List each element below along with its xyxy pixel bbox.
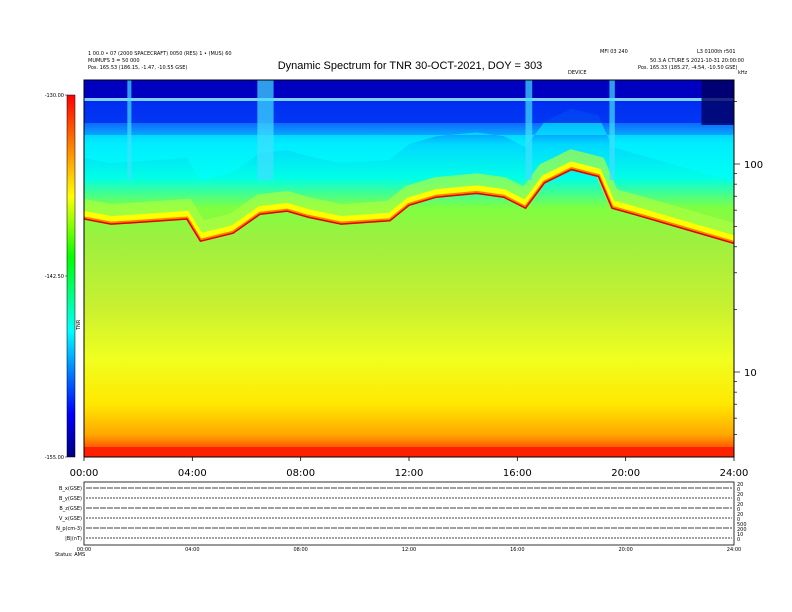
- lower-right-value: 20: [737, 502, 743, 508]
- marker-label: DEVICE: [568, 70, 587, 76]
- colorbar: [66, 94, 76, 458]
- lower-row-label: B_z(GSE): [59, 506, 82, 512]
- lower-x-tick-label: 16:00: [510, 547, 524, 553]
- lower-panel-footer: Status: AMS: [55, 552, 85, 558]
- lower-x-tick-label: 00:00: [77, 547, 91, 553]
- header-right-line4: Pos. 165.33 (185.27, -4.54, -10.50 GSE): [638, 65, 737, 71]
- y-tick-label: 100: [744, 160, 763, 171]
- header-left-line2: MUMUFS 3 = 50 000: [88, 58, 140, 64]
- header-right-line3: 50.3.A CTURE S 2021-10-31 20:00:00: [650, 58, 744, 64]
- lower-right-value: 500: [737, 522, 747, 528]
- lower-right-value: 20: [737, 492, 743, 498]
- lower-x-tick-label: 20:00: [618, 547, 632, 553]
- top-blue-strip: [84, 101, 734, 123]
- x-tick-label: 00:00: [70, 468, 99, 479]
- lower-right-value: 10: [737, 532, 743, 538]
- dark-corner: [701, 80, 734, 125]
- header-right-line2: L3 0100th r501: [697, 49, 736, 55]
- lower-x-tick-label: 08:00: [293, 547, 307, 553]
- lower-right-value: 0: [737, 507, 740, 513]
- lower-x-tick-label: 12:00: [402, 547, 416, 553]
- header-right-line1: MFI 03 240: [600, 49, 628, 55]
- burst-stripe: [257, 80, 274, 180]
- lower-x-tick-label: 04:00: [185, 547, 199, 553]
- burst-stripe: [525, 80, 533, 180]
- lower-right-value: 0: [737, 517, 740, 523]
- lower-row-label: B_x(GSE): [59, 486, 82, 492]
- spectrogram: [84, 80, 734, 457]
- top-dark-strip: [84, 80, 734, 98]
- lower-panel-rows: B_x(GSE) B_y(GSE) B_z(GSE) V_x(GSE) N_p(cm-3…: [56, 486, 732, 542]
- bottom-red-band: [84, 447, 734, 457]
- lower-right-value: 0: [737, 537, 740, 543]
- right-corner-label: kHz: [738, 70, 748, 76]
- header-left-line1: 1 00.0 • 07 (2000 SPACECRAFT) 0050 (RES)…: [88, 51, 232, 57]
- cyan-layer: [84, 108, 734, 183]
- colorbar-tick-label: -155.00: [45, 455, 64, 461]
- chart-title: Dynamic Spectrum for TNR 30-OCT-2021, DO…: [278, 60, 543, 72]
- lower-panel-x-ticks: 00:00 04:00 08:00 12:00 16:00 20:00 24:00: [77, 547, 741, 553]
- x-tick-label: 12:00: [395, 468, 424, 479]
- lower-right-value: 20: [737, 482, 743, 488]
- colorbar-tick-label: -142.50: [45, 274, 64, 280]
- colorbar-label: TNR: [76, 319, 82, 331]
- lower-row-label: N_p(cm-3): [56, 526, 82, 532]
- x-tick-label: 16:00: [503, 468, 532, 479]
- lower-right-value: 0: [737, 487, 740, 493]
- lower-row-label: B_y(GSE): [59, 496, 82, 502]
- lower-panel-frame: [83, 481, 735, 546]
- lower-right-value: 0: [737, 497, 740, 503]
- y-tick-label: 10: [744, 368, 757, 379]
- colorbar-ticks: -130.00 -142.50 -155.00: [45, 93, 67, 461]
- x-tick-label: 04:00: [178, 468, 207, 479]
- x-tick-label: 24:00: [720, 468, 749, 479]
- header-left-line3: Pos. 165.53 (186.15, -1.47, -10.55 GSE): [88, 65, 187, 71]
- spectrogram-layers: [84, 80, 734, 457]
- band-halo: [84, 149, 734, 238]
- top-bright-line: [84, 98, 734, 101]
- band-yellow: [84, 161, 734, 242]
- burst-stripe: [609, 80, 615, 180]
- burst-stripe: [127, 80, 132, 180]
- lower-row-label: V_x(GSE): [59, 516, 82, 522]
- plasma-line: [84, 168, 734, 245]
- x-tick-label: 08:00: [286, 468, 315, 479]
- lower-x-tick-label: 24:00: [727, 547, 741, 553]
- colorbar-tick-label: -130.00: [45, 93, 64, 99]
- lower-right-value: 200: [737, 527, 747, 533]
- x-axis-ticks: 00:00 04:00 08:00 12:00 16:00 20:00 24:00: [70, 457, 749, 479]
- x-tick-label: 20:00: [611, 468, 640, 479]
- y-axis-ticks: 10 100: [734, 101, 763, 435]
- lower-row-label: |B|(nT): [65, 536, 82, 542]
- lower-right-value: 20: [737, 512, 743, 518]
